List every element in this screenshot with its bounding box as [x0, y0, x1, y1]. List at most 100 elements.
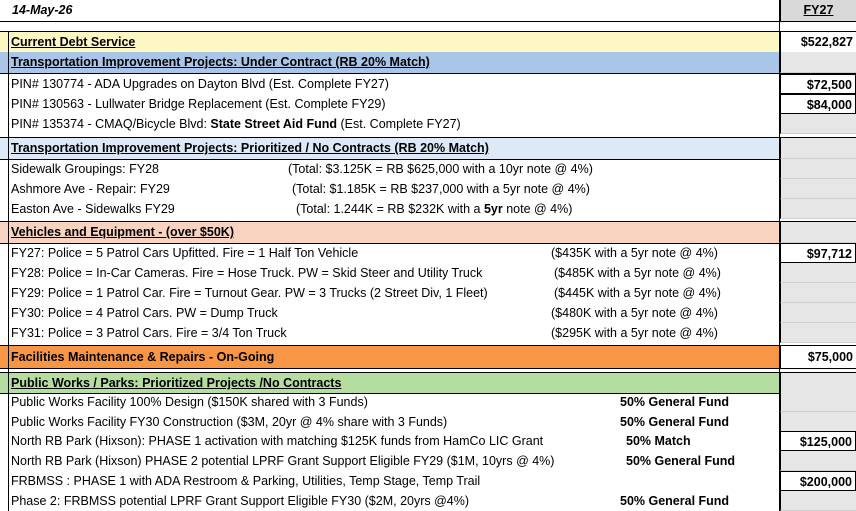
fy-cell[interactable]	[780, 159, 856, 179]
fy-cell[interactable]	[780, 179, 856, 199]
fy-cell[interactable]: $125,000	[780, 431, 856, 451]
current-debt-amount: $522,827	[800, 35, 853, 49]
table-row[interactable]: FY29: Police = 1 Patrol Car. Fire = Turn…	[0, 283, 856, 303]
project-note: (Total: $1.185K = RB $237,000 with a 5yr…	[292, 182, 590, 196]
pw-text: North RB Park (Hixson): PHASE 1 activati…	[11, 434, 544, 448]
pw-text: Phase 2: FRBMSS potential LPRF Grant Sup…	[11, 494, 470, 508]
table-row[interactable]: FY27: Police = 5 Patrol Cars Upfitted. F…	[0, 243, 856, 263]
current-debt-label: Current Debt Service	[11, 35, 136, 49]
header-row: 14-May-26 FY27	[0, 0, 856, 22]
project-name: Easton Ave - Sidewalks FY29	[11, 202, 175, 216]
table-row[interactable]: FY31: Police = 3 Patrol Cars. Fire = 3/4…	[0, 323, 856, 343]
pw-fund: 50% General Fund	[626, 454, 736, 468]
transport-contract-header: Transportation Improvement Projects: Und…	[11, 55, 430, 69]
vehicle-note: ($485K with a 5yr note @ 4%)	[554, 266, 721, 280]
vehicle-text: FY31: Police = 3 Patrol Cars. Fire = 3/4…	[11, 326, 287, 340]
table-row[interactable]: Ashmore Ave - Repair: FY29 (Total: $1.18…	[0, 179, 856, 199]
pw-fund: 50% General Fund	[620, 415, 730, 429]
facilities-amount-cell[interactable]: $75,000	[780, 346, 856, 368]
pw-fund: 50% Match	[626, 434, 691, 448]
project-note: (Total: $3.125K = RB $625,000 with a 10y…	[288, 162, 593, 176]
note-post: note @ 4%)	[502, 202, 573, 216]
fy-cell[interactable]	[780, 283, 856, 303]
project-text: PIN# 135374 - CMAQ/Bicycle Blvd: State S…	[11, 114, 461, 134]
pw-fund: 50% General Fund	[620, 494, 730, 508]
fy-cell[interactable]	[780, 373, 856, 393]
fy-header-cell[interactable]: FY27	[780, 0, 856, 21]
table-row[interactable]: FRBMSS : PHASE 1 with ADA Restroom & Par…	[0, 471, 856, 491]
pw-fund: 50% General Fund	[620, 395, 730, 409]
transport-prior-header-row[interactable]: Transportation Improvement Projects: Pri…	[0, 137, 856, 160]
transport-prior-header: Transportation Improvement Projects: Pri…	[11, 141, 489, 155]
vehicle-note: ($480K with a 5yr note @ 4%)	[551, 306, 718, 320]
vehicles-header: Vehicles and Equipment - (over $50K)	[11, 225, 234, 239]
public-works-header: Public Works / Parks: Prioritized Projec…	[11, 376, 342, 390]
fy-cell[interactable]	[780, 323, 856, 343]
public-works-header-row[interactable]: Public Works / Parks: Prioritized Projec…	[0, 372, 856, 394]
facilities-amount: $75,000	[807, 350, 853, 364]
fy-cell[interactable]	[780, 451, 856, 471]
fy-cell[interactable]	[780, 52, 856, 73]
vehicle-text: FY30: Police = 4 Patrol Cars. PW = Dump …	[11, 306, 278, 320]
fy-cell[interactable]	[780, 263, 856, 283]
project-amount: $84,000	[806, 98, 852, 112]
pw-text: Public Works Facility FY30 Construction …	[11, 415, 448, 429]
pw-text: FRBMSS : PHASE 1 with ADA Restroom & Par…	[11, 474, 481, 488]
project-name: Sidewalk Groupings: FY28	[11, 162, 159, 176]
project-name: Ashmore Ave - Repair: FY29	[11, 182, 170, 196]
pw-text: North RB Park (Hixson) PHASE 2 potential…	[11, 454, 555, 468]
fy-cell[interactable]	[780, 114, 856, 134]
vehicle-note: ($295K with a 5yr note @ 4%)	[551, 326, 718, 340]
fy-cell[interactable]: $72,500	[780, 74, 856, 94]
pw-text: Public Works Facility 100% Design ($150K…	[11, 395, 368, 409]
fy-header-label: FY27	[803, 3, 834, 17]
project-text-post: (Est. Complete FY27)	[337, 117, 461, 131]
vehicle-text: FY28: Police = In-Car Cameras. Fire = Ho…	[11, 266, 483, 280]
vehicle-amount: $97,712	[806, 247, 852, 261]
fy-cell[interactable]: $84,000	[780, 94, 856, 114]
project-text: PIN# 130774 - ADA Upgrades on Dayton Blv…	[11, 77, 389, 91]
fy-cell[interactable]	[780, 491, 856, 511]
fy-cell[interactable]: $200,000	[780, 471, 856, 491]
vehicle-note: ($445K with a 5yr note @ 4%)	[554, 286, 721, 300]
table-row[interactable]: PIN# 130774 - ADA Upgrades on Dayton Blv…	[0, 74, 856, 94]
fy-cell[interactable]	[780, 303, 856, 323]
fy-cell[interactable]: $97,712	[780, 243, 856, 263]
pw-amount: $125,000	[799, 435, 852, 449]
table-row[interactable]: Public Works Facility FY30 Construction …	[0, 412, 856, 432]
transport-contract-header-row[interactable]: Transportation Improvement Projects: Und…	[0, 52, 856, 74]
table-row[interactable]: Phase 2: FRBMSS potential LPRF Grant Sup…	[0, 491, 856, 511]
fy-cell[interactable]	[780, 222, 856, 243]
table-row[interactable]: FY28: Police = In-Car Cameras. Fire = Ho…	[0, 263, 856, 283]
project-text-bold: State Street Aid Fund	[210, 117, 338, 131]
table-row[interactable]: North RB Park (Hixson): PHASE 1 activati…	[0, 431, 856, 451]
fy-cell[interactable]	[780, 138, 856, 159]
project-text: PIN# 130563 - Lullwater Bridge Replaceme…	[11, 97, 386, 111]
table-row[interactable]: Public Works Facility 100% Design ($150K…	[0, 392, 856, 412]
date-cell[interactable]: 14-May-26	[12, 3, 73, 17]
fy-cell[interactable]	[780, 412, 856, 432]
table-row[interactable]: PIN# 135374 - CMAQ/Bicycle Blvd: State S…	[0, 114, 856, 134]
fy-cell[interactable]	[780, 199, 856, 219]
note-bold: 5yr	[483, 202, 503, 216]
table-row[interactable]: FY30: Police = 4 Patrol Cars. PW = Dump …	[0, 303, 856, 323]
table-row[interactable]: PIN# 130563 - Lullwater Bridge Replaceme…	[0, 94, 856, 114]
note-pre: (Total: 1.244K = RB $232K with a	[296, 202, 484, 216]
column-divider	[779, 0, 780, 511]
table-row[interactable]: Sidewalk Groupings: FY28 (Total: $3.125K…	[0, 159, 856, 179]
vehicle-text: FY27: Police = 5 Patrol Cars Upfitted. F…	[11, 246, 359, 260]
project-text-pre: PIN# 135374 - CMAQ/Bicycle Blvd:	[11, 117, 211, 131]
vehicles-header-row[interactable]: Vehicles and Equipment - (over $50K)	[0, 221, 856, 244]
vehicle-note: ($435K with a 5yr note @ 4%)	[551, 246, 718, 260]
current-debt-amount-cell[interactable]: $522,827	[780, 32, 856, 52]
left-border	[8, 31, 9, 511]
table-row[interactable]: North RB Park (Hixson) PHASE 2 potential…	[0, 451, 856, 471]
table-row[interactable]: Easton Ave - Sidewalks FY29 (Total: 1.24…	[0, 199, 856, 219]
project-note: (Total: 1.244K = RB $232K with a 5yr not…	[296, 199, 572, 219]
fy-cell[interactable]	[780, 392, 856, 412]
vehicle-text: FY29: Police = 1 Patrol Car. Fire = Turn…	[11, 286, 488, 300]
pw-amount: $200,000	[799, 475, 852, 489]
facilities-row[interactable]: Facilities Maintenance & Repairs - On-Go…	[0, 345, 856, 369]
current-debt-row[interactable]: Current Debt Service $522,827	[0, 31, 856, 53]
